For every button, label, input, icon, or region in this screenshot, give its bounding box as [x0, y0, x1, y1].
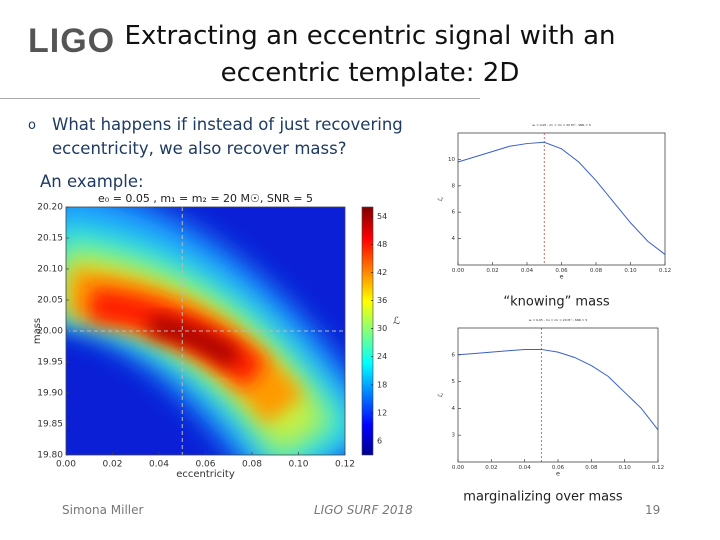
colorbar-tick-label: 42: [377, 268, 387, 277]
chart-caption: marginalizing over mass: [463, 490, 623, 505]
y-tick-label: 8: [452, 183, 456, 189]
x-tick-label: 0.00: [56, 460, 76, 470]
y-tick-label: 20.15: [37, 234, 63, 244]
line: [457, 348, 659, 431]
x-tick-label: 0.00: [452, 465, 465, 471]
logo: LIGO: [28, 22, 116, 60]
colorbar-tick-label: 18: [377, 380, 387, 389]
x-tick-label: 0.06: [555, 268, 568, 274]
x-tick-label: 0.04: [519, 465, 532, 471]
y-tick-label: 4: [452, 236, 456, 242]
x-tick-label: 0.00: [452, 268, 465, 274]
y-tick-label: 4: [452, 406, 456, 412]
x-tick-label: 0.06: [552, 465, 565, 471]
y-tick-label: 20.20: [37, 203, 63, 213]
chart-title: e₀ = 0.05 , m₁ = m₂ = 20 M☉, SNR = 5: [529, 318, 588, 322]
x-tick-label: 0.12: [659, 268, 671, 274]
colorbar-tick-label: 30: [377, 324, 387, 333]
y-tick-label: 19.95: [37, 358, 63, 368]
y-tick-label: 20.05: [37, 296, 63, 306]
x-tick-label: 0.12: [652, 465, 664, 471]
footer-author: Simona Miller: [62, 503, 144, 517]
y-axis-label: ℒ: [436, 392, 444, 397]
x-tick-label: 0.08: [590, 268, 603, 274]
x-tick-label: 0.10: [619, 465, 632, 471]
colorbar-tick-label: 6: [377, 436, 382, 445]
y-tick-label: 6: [452, 352, 456, 358]
colorbar-tick-label: 24: [377, 352, 387, 361]
y-tick-label: 20.10: [37, 265, 63, 275]
x-tick-label: 0.02: [486, 268, 498, 274]
y-axis-label: mass: [32, 318, 43, 344]
colorbar-tick-label: 36: [377, 296, 387, 305]
heatmap-field: [66, 207, 345, 455]
chart-title: e₀ = 0.05 , m₁ = m₂ = 20 M☉, SNR = 5: [98, 192, 313, 205]
y-tick-label: 19.90: [37, 389, 63, 399]
y-tick-label: 20.00: [37, 327, 63, 337]
header-rule: [0, 98, 480, 99]
x-tick-label: 0.02: [102, 460, 122, 470]
x-tick-label: 0.04: [521, 268, 534, 274]
x-tick-label: 0.10: [288, 460, 308, 470]
colorbar: [361, 206, 374, 456]
colorbar-label: ℒ: [393, 316, 400, 327]
x-tick-label: 0.02: [485, 465, 497, 471]
colorbar-tick-label: 12: [377, 408, 387, 417]
x-tick-label: 0.06: [195, 460, 215, 470]
x-axis-label: eccentricity: [176, 469, 235, 480]
chart-caption: “knowing” mass: [503, 295, 609, 310]
x-axis-label: e: [556, 470, 560, 478]
x-tick-label: 0.04: [149, 460, 169, 470]
y-tick-label: 3: [452, 433, 456, 439]
example-label: An example:: [40, 172, 144, 191]
colorbar-tick-label: 48: [377, 240, 387, 249]
y-tick-label: 6: [452, 210, 456, 216]
x-tick-label: 0.10: [624, 268, 637, 274]
x-tick-label: 0.12: [335, 460, 355, 470]
line: [457, 141, 666, 255]
y-tick-label: 19.80: [37, 451, 63, 461]
y-axis-label: ℒ: [436, 196, 444, 201]
slide-title: Extracting an eccentric signal with an e…: [124, 21, 616, 88]
bullet-marker: o: [28, 118, 36, 133]
y-tick-label: 19.85: [37, 420, 63, 430]
x-tick-label: 0.08: [242, 460, 262, 470]
page-number: 19: [645, 503, 661, 517]
y-tick-label: 5: [452, 379, 456, 385]
x-tick-label: 0.08: [585, 465, 598, 471]
x-axis-label: e: [560, 273, 564, 281]
y-tick-label: 10: [448, 157, 455, 163]
bullet-text: What happens if instead of just recoveri…: [52, 115, 403, 158]
footer-event: LIGO SURF 2018: [314, 503, 413, 517]
colorbar-tick-label: 54: [377, 212, 387, 221]
chart-title: e₀ = 0.05 , m₁ = m₂ = 20 M☉, SNR = 5: [532, 123, 591, 127]
